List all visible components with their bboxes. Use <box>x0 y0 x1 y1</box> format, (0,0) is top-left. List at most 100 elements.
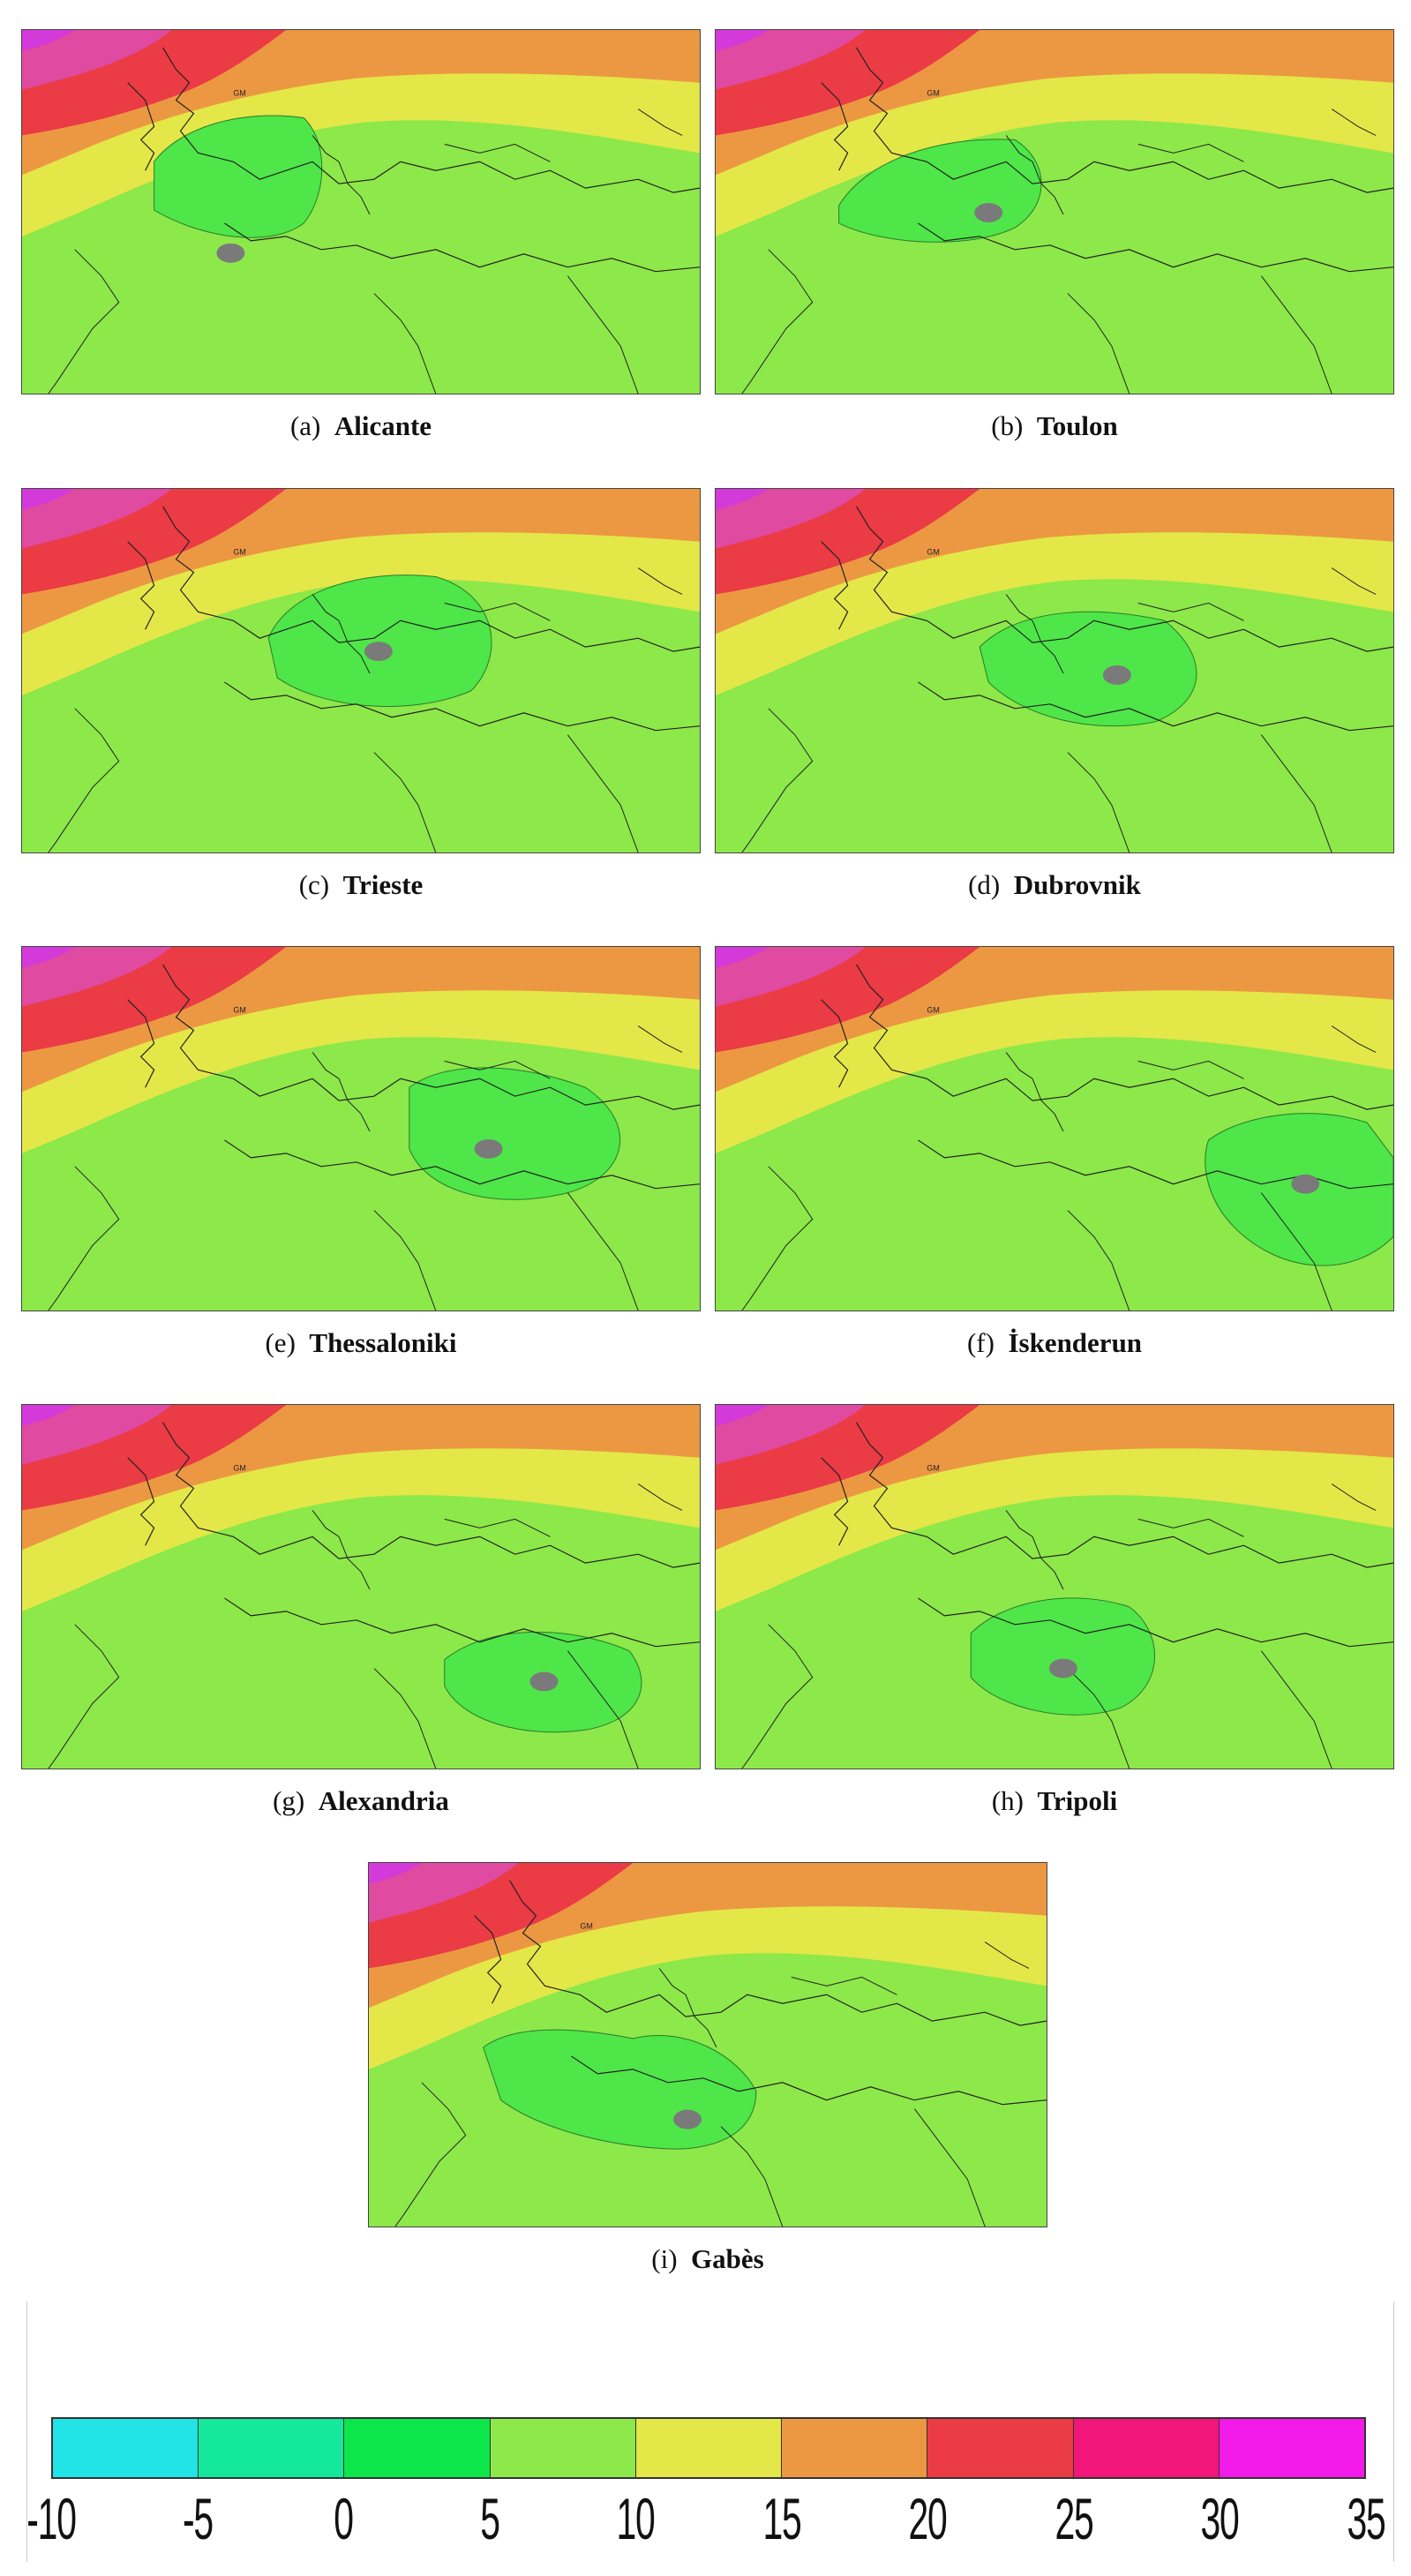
colorbar-tick-label: 20 <box>908 2486 948 2551</box>
colorbar-segment <box>490 2419 636 2477</box>
colorbar-tick-label: -10 <box>26 2486 77 2551</box>
map-label-gm: GM <box>927 548 939 557</box>
band-30-35 <box>716 947 769 968</box>
border-lines <box>741 1624 1332 1769</box>
panel-caption-city: Toulon <box>1036 410 1118 441</box>
colorbar-segment <box>635 2419 783 2477</box>
band-30-35 <box>716 489 769 510</box>
colorbar <box>51 2417 1366 2479</box>
contour-map: GM <box>716 30 1393 394</box>
coastline <box>311 567 683 674</box>
coastline <box>311 1483 683 1590</box>
station-marker <box>974 203 1003 222</box>
panel-caption-city: Alexandria <box>318 1785 449 1816</box>
coastline <box>821 1457 1393 1648</box>
colorbar-tick-label: -5 <box>182 2486 214 2551</box>
panel-caption-label: (i) <box>651 2243 692 2274</box>
band-25-30 <box>22 1405 172 1465</box>
coastline <box>856 1422 1393 1568</box>
map-panel-alexandria: GM <box>21 1404 701 1769</box>
colorbar-segment <box>344 2419 491 2477</box>
coastline <box>821 541 1393 732</box>
panel-caption-label: (b) <box>991 410 1037 441</box>
coastline <box>162 47 700 193</box>
band-25-30 <box>22 489 172 549</box>
station-marker <box>1102 665 1131 685</box>
coastline <box>474 1915 1047 2106</box>
band-30-35 <box>22 947 75 968</box>
panel-caption-label: (f) <box>966 1327 1009 1358</box>
legend-frame <box>26 2302 1394 2562</box>
map-label-gm: GM <box>233 1464 245 1473</box>
colorbar-segment <box>782 2419 928 2477</box>
map-label-gm: GM <box>927 1464 939 1473</box>
coastline <box>311 1025 683 1132</box>
panel-caption: (a) Alicante <box>21 410 701 442</box>
map-label-gm: GM <box>580 1922 592 1931</box>
band-30-35 <box>716 30 769 51</box>
panel-caption-city: Gabès <box>691 2243 764 2274</box>
coastline <box>127 82 700 273</box>
border-lines <box>48 249 639 394</box>
panel-caption-label: (d) <box>968 869 1014 900</box>
contour-map: GM <box>716 1405 1393 1769</box>
contour-map: GM <box>22 1405 700 1769</box>
band-25-30 <box>22 30 172 90</box>
coastline <box>1005 1483 1377 1590</box>
band-25-30 <box>716 489 866 549</box>
station-marker <box>1049 1658 1077 1679</box>
panel-caption: (f) İskenderun <box>715 1327 1394 1359</box>
contour-map: GM <box>22 947 700 1311</box>
map-panel-trieste: GM <box>21 488 701 853</box>
colorbar-tick-label: 0 <box>334 2486 354 2551</box>
panel-caption: (g) Alexandria <box>21 1785 701 1817</box>
contour-map: GM <box>22 489 700 852</box>
border-lines <box>394 2082 986 2227</box>
coastline <box>162 964 700 1110</box>
panel-caption: (h) Tripoli <box>715 1785 1394 1817</box>
band-25-30 <box>22 947 172 1007</box>
colorbar-tick-label: 25 <box>1054 2486 1093 2551</box>
station-marker <box>364 642 393 662</box>
coastline <box>658 1941 1030 2048</box>
panel-caption-city: Thessaloniki <box>309 1327 457 1358</box>
band-25-30 <box>716 30 866 90</box>
map-label-gm: GM <box>927 89 939 98</box>
panel-caption-city: İskenderun <box>1008 1327 1143 1358</box>
map-panel-i̇skenderun: GM <box>715 946 1394 1311</box>
border-lines <box>48 708 639 852</box>
border-lines <box>741 708 1332 852</box>
coastline <box>162 506 700 652</box>
coastline <box>856 964 1393 1110</box>
band-0-5 <box>409 1067 621 1200</box>
panel-caption-city: Alicante <box>334 410 432 441</box>
map-panel-toulon: GM <box>715 29 1394 394</box>
coastline <box>127 541 700 732</box>
station-marker <box>529 1671 559 1692</box>
colorbar-tick-label: 10 <box>616 2486 656 2551</box>
panel-caption-label: (a) <box>289 410 334 441</box>
panel-caption: (i) Gabès <box>368 2243 1047 2275</box>
coastline <box>1005 109 1377 215</box>
colorbar-tick-label: 15 <box>762 2486 801 2551</box>
band-30-35 <box>369 1863 422 1884</box>
map-label-gm: GM <box>927 1006 939 1015</box>
border-lines <box>741 1166 1332 1311</box>
panel-caption-label: (g) <box>273 1785 319 1816</box>
band-0-5 <box>970 1597 1156 1716</box>
colorbar-tick-label: 35 <box>1347 2486 1385 2551</box>
panel-caption-label: (e) <box>265 1327 310 1358</box>
coastline <box>856 47 1393 193</box>
border-lines <box>741 249 1332 394</box>
panel-caption: (c) Trieste <box>21 869 701 901</box>
coastline <box>127 1457 700 1648</box>
map-label-gm: GM <box>233 89 245 98</box>
panel-caption: (e) Thessaloniki <box>21 1327 701 1359</box>
border-lines <box>48 1624 639 1769</box>
coastline <box>1005 567 1377 674</box>
coastline <box>162 1422 700 1568</box>
contour-map: GM <box>369 1863 1047 2227</box>
map-label-gm: GM <box>233 1006 245 1015</box>
panel-caption-city: Tripoli <box>1037 1785 1118 1816</box>
map-panel-dubrovnik: GM <box>715 488 1394 853</box>
